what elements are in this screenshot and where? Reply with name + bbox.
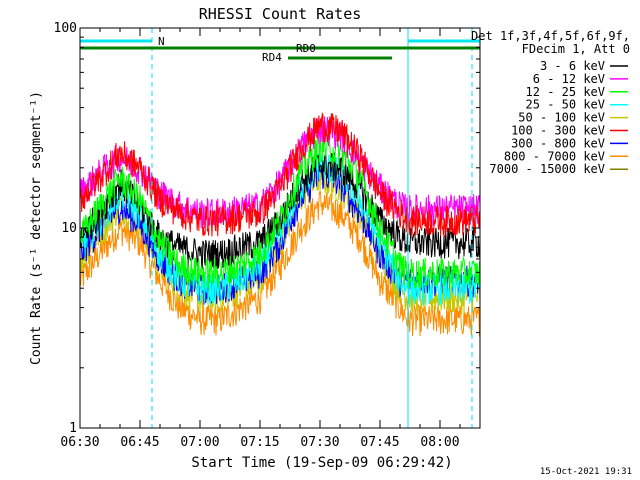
x-tick-label: 07:00 xyxy=(180,435,219,450)
x-tick-label: 07:45 xyxy=(360,435,399,450)
series-trace xyxy=(79,111,481,237)
legend-entry-label: 3 - 6 keV xyxy=(540,59,605,73)
legend-entry-label: 25 - 50 keV xyxy=(526,98,605,112)
legend-entry-label: 100 - 300 keV xyxy=(511,124,605,138)
legend: Det 1f,3f,4f,5f,6f,9f, FDecim 1, Att 0 3… xyxy=(471,29,630,176)
y-axis: 1 10 100 xyxy=(54,21,480,436)
series-trace xyxy=(79,132,481,290)
legend-entry-label: 6 - 12 keV xyxy=(533,72,605,86)
annotation-bars: N RD0 RD4 xyxy=(80,35,480,64)
legend-entry-label: 800 - 7000 keV xyxy=(504,149,605,163)
annotation-label-rd4: RD4 xyxy=(262,51,282,64)
x-tick-label: 08:00 xyxy=(420,435,459,450)
y-tick-label: 10 xyxy=(61,221,77,236)
timestamp: 15-Oct-2021 19:31 xyxy=(540,467,632,477)
annotation-label-rd0: RD0 xyxy=(296,42,316,55)
series-trace xyxy=(79,153,481,306)
y-tick-label: 1 xyxy=(69,421,77,436)
plot-area: N RD0 RD4 xyxy=(79,27,481,429)
series-traces xyxy=(79,111,481,337)
legend-entry-label: 50 - 100 keV xyxy=(518,111,605,125)
x-tick-label: 06:30 xyxy=(60,435,99,450)
legend-entry-label: 300 - 800 keV xyxy=(511,136,605,150)
x-axis: 06:30 06:45 07:00 07:15 07:30 07:45 08:00 xyxy=(60,28,481,450)
legend-header-line-2: FDecim 1, Att 0 xyxy=(522,42,630,56)
x-tick-label: 06:45 xyxy=(120,435,159,450)
x-tick-label: 07:15 xyxy=(240,435,279,450)
legend-entry-label: 7000 - 15000 keV xyxy=(489,162,605,176)
x-axis-label: Start Time (19-Sep-09 06:29:42) xyxy=(191,455,452,471)
y-axis-label: Count Rate (s⁻¹ detector segment⁻¹) xyxy=(29,91,44,365)
legend-entry-label: 12 - 25 keV xyxy=(526,85,605,99)
annotation-label-n: N xyxy=(158,35,165,48)
chart-title: RHESSI Count Rates xyxy=(199,5,362,23)
x-tick-label: 07:30 xyxy=(300,435,339,450)
legend-header-line-1: Det 1f,3f,4f,5f,6f,9f, xyxy=(471,29,630,43)
y-tick-label: 100 xyxy=(54,21,77,36)
